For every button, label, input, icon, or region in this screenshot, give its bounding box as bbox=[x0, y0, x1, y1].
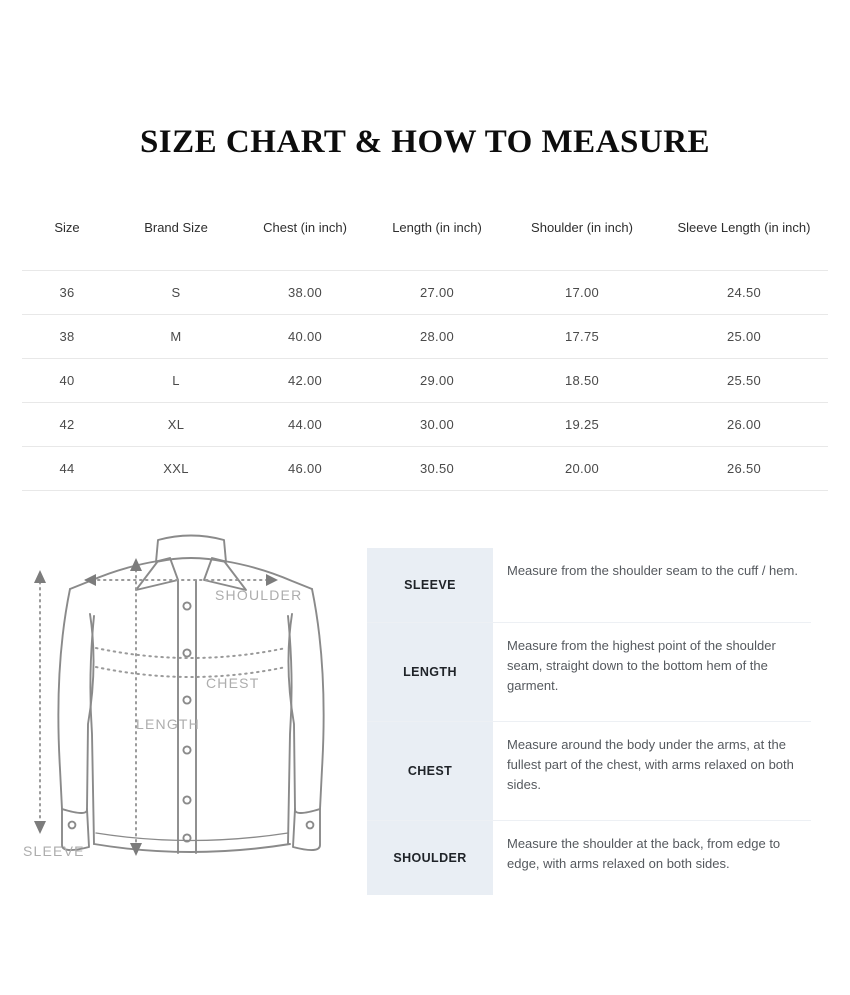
table-row: 44 XXL 46.00 30.50 20.00 26.50 bbox=[22, 446, 828, 491]
cell-size: 36 bbox=[59, 285, 75, 300]
table-row: 38 M 40.00 28.00 17.75 25.00 bbox=[22, 314, 828, 359]
column-header-shoulder: Shoulder (in inch) bbox=[531, 219, 633, 235]
table-row: 36 S 38.00 27.00 17.00 24.50 bbox=[22, 270, 828, 315]
cell-size: 38 bbox=[59, 329, 75, 344]
cell-length: 27.00 bbox=[419, 285, 455, 300]
column-header-size: Size bbox=[54, 219, 80, 235]
table-row: 42 XL 44.00 30.00 19.25 26.00 bbox=[22, 402, 828, 447]
cell-chest: 38.00 bbox=[287, 285, 323, 300]
cell-length: 30.00 bbox=[419, 417, 455, 432]
shirt-measurement-diagram: SHOULDER CHEST LENGTH SLEEVE bbox=[18, 528, 363, 873]
cell-shoulder: 20.00 bbox=[564, 461, 600, 476]
diagram-label-shoulder: SHOULDER bbox=[215, 587, 302, 603]
cell-chest: 40.00 bbox=[287, 329, 323, 344]
diagram-label-sleeve: SLEEVE bbox=[23, 843, 85, 859]
table-row: 40 L 42.00 29.00 18.50 25.50 bbox=[22, 358, 828, 403]
measure-row-shoulder: SHOULDER Measure the shoulder at the bac… bbox=[367, 821, 811, 895]
cell-shoulder: 18.50 bbox=[564, 373, 600, 388]
cell-chest: 42.00 bbox=[287, 373, 323, 388]
cell-brand-size: S bbox=[171, 285, 181, 300]
page-title: SIZE CHART & HOW TO MEASURE bbox=[139, 124, 711, 160]
cell-chest: 44.00 bbox=[287, 417, 323, 432]
measure-label-shoulder: SHOULDER bbox=[367, 821, 493, 895]
measure-row-chest: CHEST Measure around the body under the … bbox=[367, 722, 811, 821]
cell-shoulder: 19.25 bbox=[564, 417, 600, 432]
cell-sleeve-length: 24.50 bbox=[726, 285, 762, 300]
cell-length: 29.00 bbox=[419, 373, 455, 388]
column-header-brand-size: Brand Size bbox=[144, 219, 208, 235]
measure-description-length: Measure from the highest point of the sh… bbox=[507, 638, 776, 694]
size-chart-table: Size Brand Size Chest (in inch) Length (… bbox=[22, 186, 828, 491]
cell-brand-size: XXL bbox=[163, 461, 189, 476]
cell-shoulder: 17.00 bbox=[564, 285, 600, 300]
cell-chest: 46.00 bbox=[287, 461, 323, 476]
measure-label-sleeve: SLEEVE bbox=[367, 548, 493, 622]
diagram-label-length: LENGTH bbox=[136, 716, 200, 732]
measure-row-length: LENGTH Measure from the highest point of… bbox=[367, 623, 811, 722]
how-to-measure-panel: SLEEVE Measure from the shoulder seam to… bbox=[367, 548, 811, 895]
cell-sleeve-length: 25.00 bbox=[726, 329, 762, 344]
measure-label-length: LENGTH bbox=[367, 623, 493, 721]
column-header-length: Length (in inch) bbox=[392, 219, 482, 235]
measure-row-sleeve: SLEEVE Measure from the shoulder seam to… bbox=[367, 548, 811, 623]
cell-brand-size: XL bbox=[167, 417, 185, 432]
cell-size: 42 bbox=[59, 417, 75, 432]
cell-brand-size: L bbox=[172, 373, 180, 388]
column-header-chest: Chest (in inch) bbox=[263, 219, 347, 235]
cell-length: 30.50 bbox=[419, 461, 455, 476]
cell-brand-size: M bbox=[170, 329, 182, 344]
cell-sleeve-length: 26.00 bbox=[726, 417, 762, 432]
measure-label-chest: CHEST bbox=[367, 722, 493, 820]
cell-sleeve-length: 25.50 bbox=[726, 373, 762, 388]
column-header-sleeve-length: Sleeve Length (in inch) bbox=[677, 219, 811, 235]
measure-description-shoulder: Measure the shoulder at the back, from e… bbox=[507, 836, 781, 872]
diagram-label-chest: CHEST bbox=[206, 675, 259, 691]
cell-shoulder: 17.75 bbox=[564, 329, 600, 344]
measure-description-chest: Measure around the body under the arms, … bbox=[507, 737, 794, 793]
table-header-row: Size Brand Size Chest (in inch) Length (… bbox=[22, 186, 828, 271]
cell-length: 28.00 bbox=[419, 329, 455, 344]
cell-size: 40 bbox=[59, 373, 75, 388]
cell-sleeve-length: 26.50 bbox=[726, 461, 762, 476]
cell-size: 44 bbox=[59, 461, 75, 476]
measure-description-sleeve: Measure from the shoulder seam to the cu… bbox=[507, 563, 798, 578]
